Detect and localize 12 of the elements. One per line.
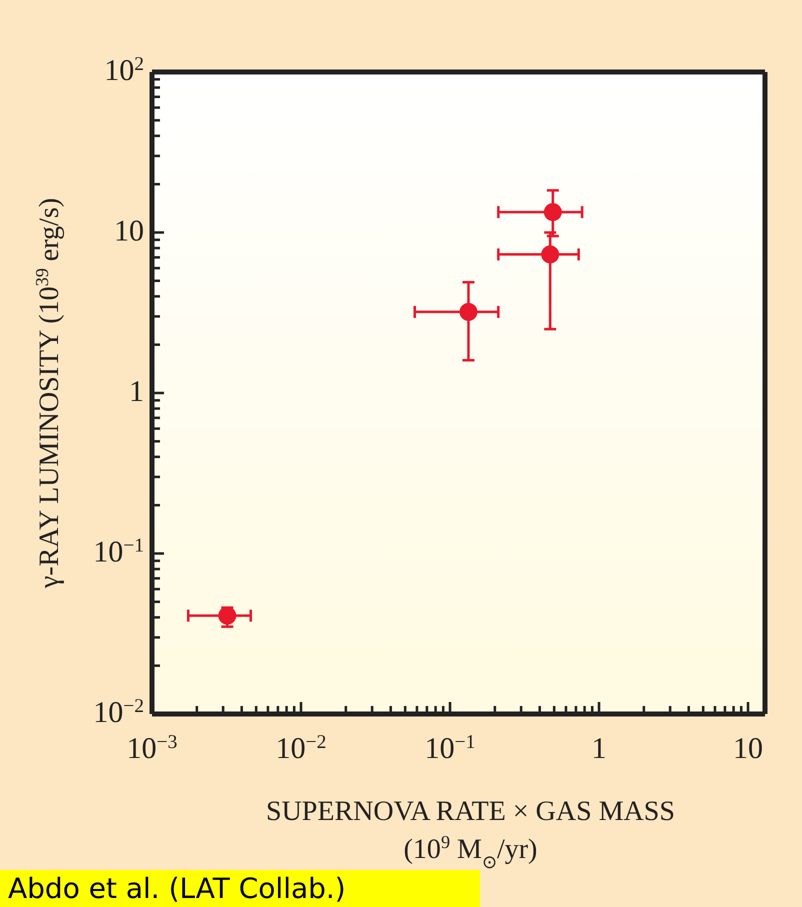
y-tick-label: 1: [129, 375, 144, 408]
x-tick-label: 10$^{−1}$: [424, 732, 476, 765]
text: Abdo et al. (LAT Collab.): [8, 872, 346, 905]
y-tick-label: 10$^{−2}$: [93, 696, 144, 729]
x-tick-label: 10$^{−2}$: [276, 732, 326, 765]
y-tick-label: 10: [114, 214, 144, 248]
x-tick-label: 10: [733, 732, 764, 765]
x-tick-label: 10$^{−3}$: [126, 732, 178, 765]
y-tick-label: 10$^{−1}$: [93, 535, 144, 568]
x-axis-title: SUPERNOVA RATE × GAS MASS (10$^{9}$ M$_{⊙}$/yr): [266, 796, 675, 872]
x-tick-label: 1: [592, 732, 607, 765]
y-tick-label: 10$^{2}$: [104, 54, 144, 87]
